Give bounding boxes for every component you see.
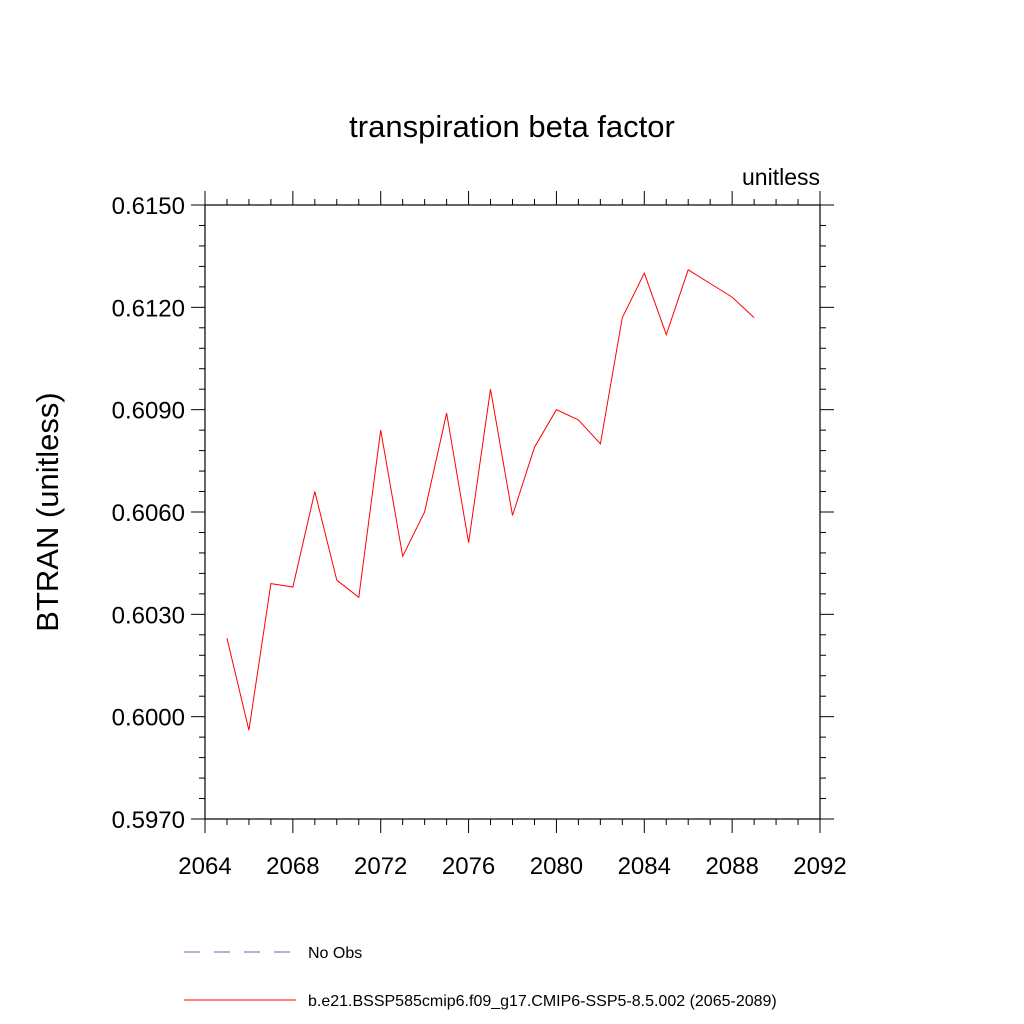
y-axis-label: BTRAN (unitless) [30,392,65,631]
x-tick-label: 2084 [618,853,671,880]
x-tick-label: 2064 [178,853,231,880]
x-tick-label: 2072 [354,853,407,880]
x-tick-label: 2076 [442,853,495,880]
y-tick-label: 0.6150 [112,193,185,220]
units-label: unitless [742,164,820,190]
y-tick-label: 0.6030 [112,602,185,629]
tick-labels: 2064 2068 2072 2076 2080 2084 2088 2092 0.5970 0.… [112,193,847,880]
y-tick-label: 0.6120 [112,295,185,322]
y-tick-label: 0.6090 [112,398,185,425]
plot-frame [204,204,821,820]
series-line [226,269,755,731]
x-tick-label: 2068 [266,853,319,880]
x-tick-label: 2088 [705,853,758,880]
legend-label: b.e21.BSSP585cmip6.f09_g17.CMIP6-SSP5-8.… [308,993,777,1010]
legend-label: No Obs [308,945,362,962]
series-layer [226,269,755,731]
chart-title: transpiration beta factor [349,109,675,144]
x-tick-label: 2080 [530,853,583,880]
y-tick-label: 0.5970 [112,807,185,834]
x-tick-label: 2092 [793,853,846,880]
y-tick-label: 0.6060 [112,500,185,527]
axis-ticks [191,191,834,833]
y-tick-label: 0.6000 [112,705,185,732]
legend: No Obs b.e21.BSSP585cmip6.f09_g17.CMIP6-S… [184,945,777,1010]
